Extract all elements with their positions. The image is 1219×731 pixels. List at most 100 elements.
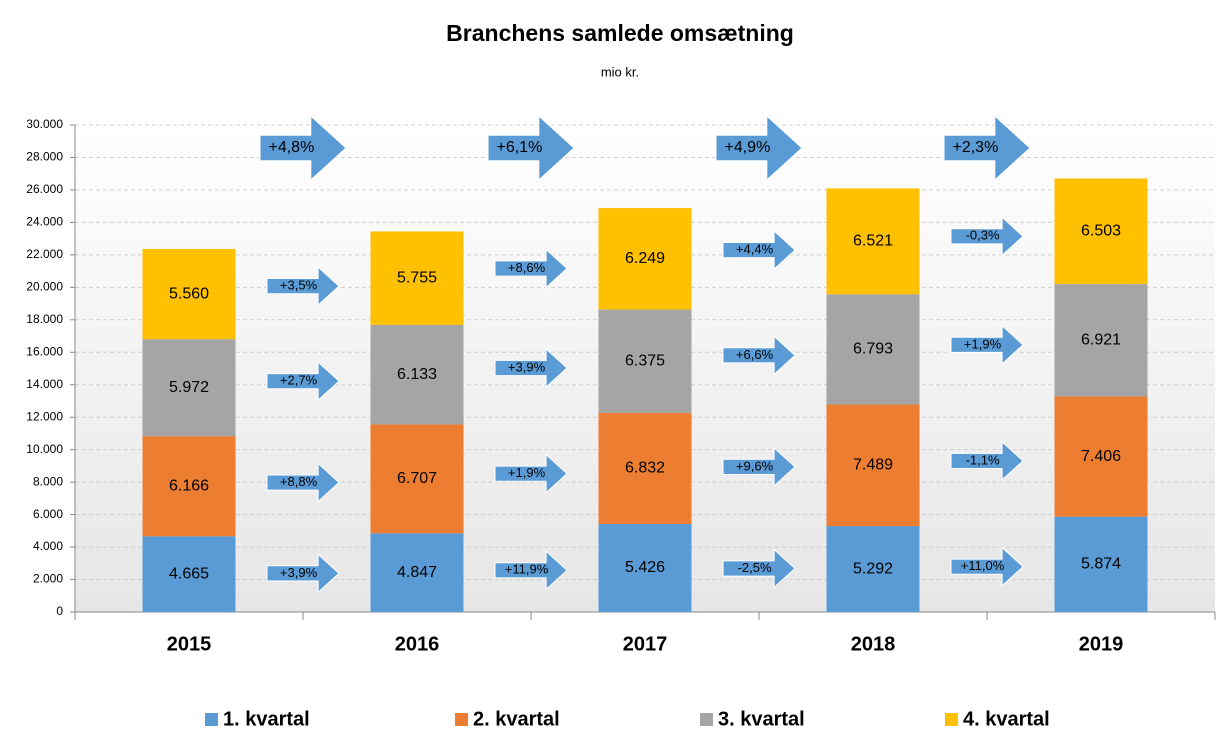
quarter-arrow — [494, 550, 568, 591]
data-label: 6.375 — [625, 352, 665, 369]
bar-segment — [598, 523, 692, 612]
quarter-arrow-label: -2,5% — [738, 560, 772, 575]
bar-segment — [598, 309, 692, 414]
quarter-arrow — [494, 248, 568, 289]
quarter-arrow — [266, 266, 340, 307]
bar-segment — [826, 404, 920, 527]
quarter-arrow — [722, 335, 796, 376]
y-tick-label: 26.000 — [26, 182, 63, 196]
data-label: 5.560 — [169, 285, 209, 302]
bar-segment — [1054, 284, 1148, 397]
quarter-arrow — [266, 462, 340, 503]
x-tick-label: 2017 — [623, 633, 668, 655]
total-arrow-label: +4,8% — [268, 139, 314, 156]
data-label: 6.832 — [625, 460, 665, 477]
quarter-arrow-label: -0,3% — [966, 228, 1000, 243]
y-tick-label: 22.000 — [26, 247, 63, 261]
data-label: 4.665 — [169, 565, 209, 582]
data-label: 6.503 — [1081, 223, 1121, 240]
total-arrow-label: +6,1% — [496, 139, 542, 156]
data-label: 6.249 — [625, 250, 665, 267]
quarter-arrow-label: +8,8% — [280, 474, 318, 489]
data-label: 6.707 — [397, 470, 437, 487]
quarter-arrow — [266, 361, 340, 402]
y-tick-label: 8.000 — [33, 474, 63, 488]
quarter-arrow-label: -1,1% — [966, 452, 1000, 467]
data-label: 5.292 — [853, 560, 893, 577]
chart-title: Branchens samlede omsætning — [446, 20, 794, 46]
data-label: 6.166 — [169, 477, 209, 494]
y-tick-label: 10.000 — [26, 442, 63, 456]
total-arrow — [487, 114, 575, 182]
bar-segment — [370, 324, 464, 425]
total-arrow-label: +2,3% — [952, 139, 998, 156]
bar-segment — [598, 413, 692, 524]
quarter-arrow — [722, 446, 796, 488]
total-arrow — [943, 114, 1031, 182]
legend-swatch — [700, 713, 713, 726]
bar-segment — [1054, 178, 1148, 285]
quarter-arrow — [722, 229, 796, 271]
y-tick-label: 16.000 — [26, 344, 63, 358]
quarter-arrow — [722, 548, 796, 589]
x-tick-label: 2019 — [1079, 633, 1124, 655]
quarter-arrow-label: +6,6% — [736, 347, 774, 362]
y-tick-label: 0 — [56, 604, 63, 618]
quarter-arrow-label: +2,7% — [280, 373, 318, 388]
quarter-arrow — [950, 546, 1024, 587]
quarter-arrow — [494, 347, 568, 389]
bar-segment — [598, 208, 692, 310]
chart-subtitle: mio kr. — [601, 64, 639, 79]
x-tick-label: 2015 — [167, 633, 212, 655]
total-arrow — [259, 114, 347, 182]
bar-segment — [826, 188, 920, 295]
data-label: 4.847 — [397, 564, 437, 581]
bar-segment — [370, 533, 464, 612]
data-label: 6.521 — [853, 233, 893, 250]
y-tick-label: 12.000 — [26, 409, 63, 423]
data-label: 6.793 — [853, 341, 893, 358]
legend-label: 1. kvartal — [223, 708, 310, 730]
data-label: 5.874 — [1081, 556, 1121, 573]
bar-segment — [826, 294, 920, 405]
legend-label: 3. kvartal — [718, 708, 805, 730]
quarter-arrow-label: +8,6% — [508, 260, 546, 275]
x-tick-label: 2018 — [851, 633, 896, 655]
quarter-arrow-label: +1,9% — [508, 465, 546, 480]
data-label: 5.755 — [397, 269, 437, 286]
data-label: 6.133 — [397, 366, 437, 383]
data-label: 6.921 — [1081, 331, 1121, 348]
quarter-arrow — [266, 553, 340, 594]
y-tick-label: 20.000 — [26, 280, 63, 294]
quarter-arrow-label: +3,9% — [280, 565, 318, 580]
bar-segment — [142, 436, 236, 537]
bar-segment — [142, 248, 236, 340]
quarter-arrow — [494, 453, 568, 494]
bar-segment — [826, 526, 920, 612]
legend-label: 2. kvartal — [473, 708, 560, 730]
x-tick-label: 2016 — [395, 633, 440, 655]
quarter-arrow — [950, 440, 1024, 482]
data-label: 7.489 — [853, 457, 893, 474]
quarter-arrow-label: +11,0% — [961, 558, 1005, 573]
bar-segment — [1054, 516, 1148, 612]
bar-segment — [1054, 396, 1148, 517]
y-tick-label: 6.000 — [33, 507, 63, 521]
y-tick-label: 2.000 — [33, 572, 63, 586]
bar-segment — [142, 536, 236, 612]
legend-label: 4. kvartal — [963, 708, 1050, 730]
quarter-arrow-label: +11,9% — [505, 562, 549, 577]
quarter-arrow-label: +3,9% — [508, 359, 546, 374]
quarter-arrow — [950, 216, 1024, 257]
y-tick-label: 30.000 — [26, 117, 63, 131]
quarter-arrow-label: +9,6% — [736, 458, 774, 473]
quarter-arrow-label: +1,9% — [964, 336, 1002, 351]
y-tick-label: 4.000 — [33, 539, 63, 553]
legend-swatch — [205, 713, 218, 726]
legend-swatch — [945, 713, 958, 726]
legend-swatch — [455, 713, 468, 726]
quarter-arrow — [950, 324, 1024, 365]
quarter-arrow-label: +4,4% — [736, 241, 774, 256]
y-tick-label: 14.000 — [26, 377, 63, 391]
